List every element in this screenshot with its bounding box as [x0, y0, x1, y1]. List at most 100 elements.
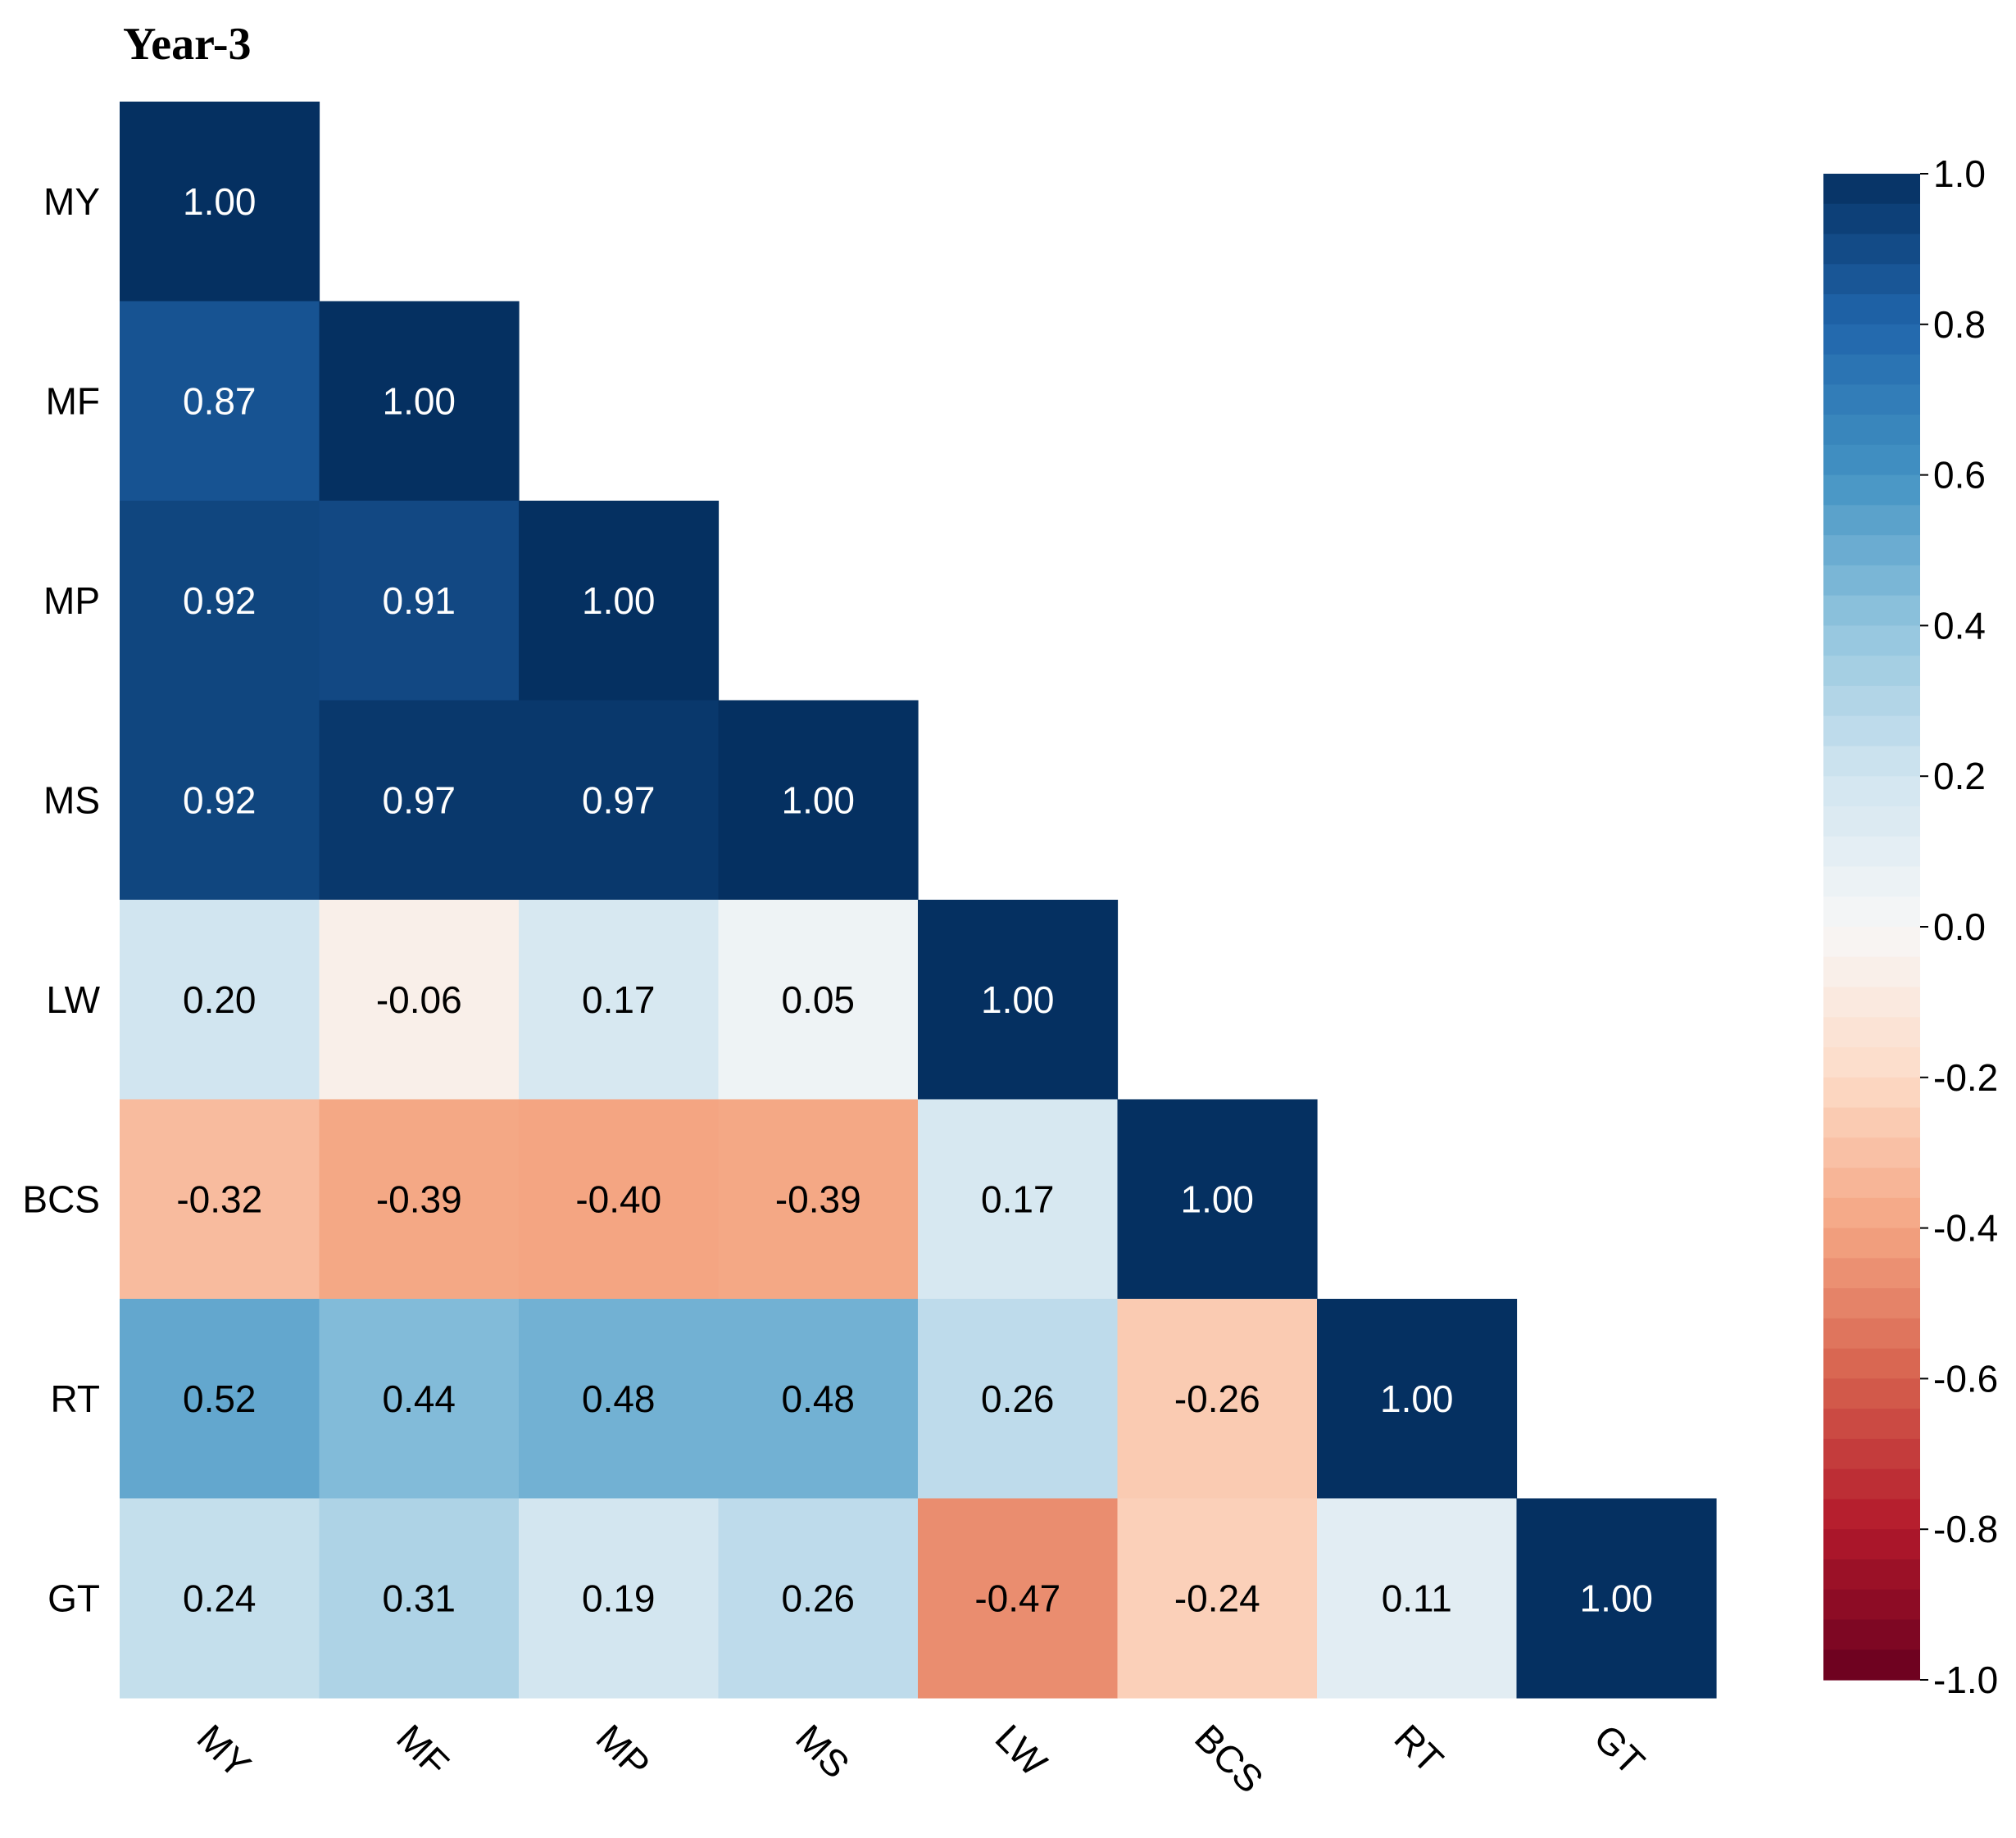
colorbar-band — [1823, 746, 1920, 777]
colorbar-band — [1823, 1228, 1920, 1259]
heatmap-cell-BCS-LW — [918, 1099, 1119, 1300]
chart-title: Year-3 — [123, 19, 252, 70]
column-labels: MY MF MP MS LW BCS RT GT — [189, 1716, 1653, 1801]
colorbar-band — [1823, 505, 1920, 536]
colorbar-band — [1823, 1529, 1920, 1560]
heatmap-cell-RT-MY — [120, 1299, 320, 1500]
colorbar-band — [1823, 1409, 1920, 1440]
colorbar-tick-label: 0.8 — [1933, 303, 1986, 346]
colorbar-band — [1823, 776, 1920, 807]
colorbar-tick-label: -0.6 — [1933, 1357, 1998, 1400]
heatmap-cell-BCS-MF — [319, 1099, 520, 1300]
cell-value-GT-RT: 0.11 — [1382, 1577, 1452, 1619]
colorbar-band — [1823, 987, 1920, 1018]
row-label-GT: GT — [48, 1577, 100, 1619]
cell-value-GT-MP: 0.19 — [582, 1577, 656, 1619]
cell-value-MY-MY: 1.00 — [183, 180, 257, 223]
colorbar-band — [1823, 1438, 1920, 1470]
cell-value-GT-MY: 0.24 — [183, 1577, 257, 1619]
colorbar-band — [1823, 444, 1920, 476]
row-label-MP: MP — [43, 579, 100, 622]
cell-value-MS-MS: 1.00 — [781, 778, 855, 821]
heatmap-cell-MF-MF — [319, 301, 520, 501]
colorbar-band — [1823, 1559, 1920, 1591]
row-label-MS: MS — [43, 778, 100, 821]
colorbar-band — [1823, 1468, 1920, 1500]
row-label-LW: LW — [46, 978, 100, 1021]
colorbar: -1.0 -0.8 -0.6 -0.4 -0.2 0.0 0.2 0.4 0.6 0.8 1.0 — [1823, 152, 1998, 1701]
heatmap-cell-BCS-BCS — [1117, 1099, 1318, 1300]
cell-value-RT-RT: 1.00 — [1380, 1377, 1454, 1420]
cell-value-RT-MF: 0.44 — [382, 1377, 456, 1420]
heatmap-cell-GT-MF — [319, 1498, 520, 1699]
colorbar-band — [1823, 1047, 1920, 1078]
colorbar-band — [1823, 1258, 1920, 1289]
heatmap-cell-MF-MY — [120, 301, 320, 501]
column-label-MP: MP — [588, 1716, 659, 1786]
cell-value-BCS-BCS: 1.00 — [1180, 1178, 1254, 1220]
colorbar-band — [1823, 715, 1920, 747]
heatmap-cell-MP-MP — [519, 501, 720, 701]
colorbar-tick-label: 1.0 — [1933, 152, 1986, 195]
heatmap-cell-MS-MS — [718, 700, 919, 901]
cell-value-BCS-MP: -0.40 — [575, 1178, 661, 1220]
cell-value-MP-MP: 1.00 — [582, 579, 656, 622]
heatmap-cell-MS-MF — [319, 700, 520, 901]
row-labels: MY MF MP MS LW BCS RT GT — [22, 180, 100, 1620]
cell-value-LW-MY: 0.20 — [183, 978, 257, 1021]
colorbar-band — [1823, 203, 1920, 235]
row-label-MF: MF — [46, 379, 100, 422]
colorbar-band — [1823, 1378, 1920, 1409]
cell-value-MF-MF: 1.00 — [382, 379, 456, 422]
heatmap-cell-GT-MS — [718, 1498, 919, 1699]
colorbar-tick-label: 0.4 — [1933, 604, 1986, 647]
cell-value-MP-MF: 0.91 — [382, 579, 456, 622]
heatmap-cell-GT-MY — [120, 1498, 320, 1699]
colorbar-band — [1823, 264, 1920, 295]
colorbar-band — [1823, 836, 1920, 868]
heatmap-cell-LW-MP — [519, 900, 720, 1101]
colorbar-band — [1823, 1168, 1920, 1199]
colorbar-tick-label: 0.2 — [1933, 755, 1986, 797]
heatmap-cell-LW-LW — [918, 900, 1119, 1101]
colorbar-band — [1823, 1499, 1920, 1530]
colorbar-band — [1823, 1589, 1920, 1621]
heatmap-cell-BCS-MP — [519, 1099, 720, 1300]
cell-value-LW-MS: 0.05 — [781, 978, 855, 1021]
cell-value-MF-MY: 0.87 — [183, 379, 257, 422]
cell-value-MS-MF: 0.97 — [382, 778, 456, 821]
colorbar-tick-label: -0.2 — [1933, 1056, 1998, 1099]
colorbar-band — [1823, 1619, 1920, 1650]
heatmap-cell-RT-MF — [319, 1299, 520, 1500]
colorbar-tick-label: -0.8 — [1933, 1508, 1998, 1550]
heatmap-cell-LW-MF — [319, 900, 520, 1101]
colorbar-band — [1823, 866, 1920, 897]
cell-value-BCS-MS: -0.39 — [775, 1178, 861, 1220]
heatmap-cell-GT-GT — [1516, 1498, 1717, 1699]
colorbar-band — [1823, 956, 1920, 988]
cell-value-GT-MF: 0.31 — [382, 1577, 456, 1619]
colorbar-band — [1823, 354, 1920, 385]
heatmap-cell-GT-RT — [1317, 1498, 1518, 1699]
heatmap-cell-MP-MY — [120, 501, 320, 701]
colorbar-tick-label: -1.0 — [1933, 1659, 1998, 1701]
column-label-MY: MY — [189, 1716, 260, 1786]
colorbar-band — [1823, 1348, 1920, 1379]
column-label-BCS: BCS — [1187, 1716, 1272, 1801]
colorbar-band — [1823, 656, 1920, 687]
colorbar-band — [1823, 1107, 1920, 1138]
cell-value-MS-MY: 0.92 — [183, 778, 257, 821]
row-label-RT: RT — [51, 1377, 101, 1420]
colorbar-band — [1823, 474, 1920, 506]
cell-value-MP-MY: 0.92 — [183, 579, 257, 622]
colorbar-band — [1823, 625, 1920, 656]
heatmap-cell-LW-MY — [120, 900, 320, 1101]
heatmap-cells: 1.00 0.87 1.00 0.92 0.91 1.00 0.92 0.97 0.97 1.00… — [120, 102, 1717, 1699]
cell-value-BCS-MF: -0.39 — [376, 1178, 462, 1220]
colorbar-tick-label: -0.4 — [1933, 1207, 1998, 1250]
cell-value-RT-MS: 0.48 — [781, 1377, 855, 1420]
colorbar-band — [1823, 415, 1920, 446]
heatmap-cell-BCS-MY — [120, 1099, 320, 1300]
heatmap-cell-GT-BCS — [1117, 1498, 1318, 1699]
